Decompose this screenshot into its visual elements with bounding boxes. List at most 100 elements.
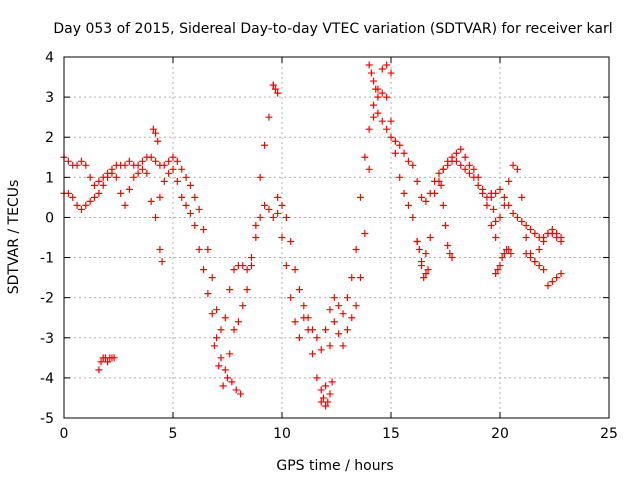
data-point [287, 294, 295, 302]
data-point [224, 374, 231, 382]
plot-border [63, 56, 610, 419]
data-point [374, 109, 382, 117]
x-axis-title: GPS time / hours [276, 458, 393, 474]
axis-ticks: 0 5 10 15 20 25 -5 -4 -3 -2 -1 0 1 2 3 4 [40, 50, 618, 442]
data-point [271, 85, 279, 93]
data-point [134, 161, 142, 169]
data-point [415, 246, 423, 254]
data-point [134, 169, 142, 177]
data-point [431, 189, 439, 197]
data-point [82, 201, 90, 209]
data-point [553, 229, 561, 237]
data-point [91, 181, 99, 189]
data-point [173, 177, 181, 185]
data-point [452, 157, 460, 165]
data-point [492, 217, 500, 225]
data-point [522, 250, 530, 258]
data-point [322, 326, 330, 334]
data-point [178, 193, 186, 201]
data-point [442, 221, 449, 229]
data-point [489, 205, 497, 213]
data-point [372, 85, 380, 93]
data-point [204, 290, 212, 298]
data-point [313, 374, 321, 382]
data-point [370, 101, 378, 109]
data-point [261, 141, 269, 149]
data-point [73, 161, 81, 169]
data-point [186, 209, 194, 217]
data-point [287, 238, 295, 246]
data-point [152, 157, 160, 165]
data-point [195, 246, 203, 254]
data-point [232, 386, 240, 394]
data-point [396, 173, 404, 181]
data-point [522, 234, 530, 241]
data-point [295, 286, 303, 294]
data-point [444, 242, 452, 250]
data-point [156, 193, 164, 201]
data-point [95, 366, 103, 374]
data-point [461, 165, 469, 173]
data-point [247, 262, 255, 270]
data-point [422, 270, 430, 278]
data-point [221, 314, 229, 322]
data-point [343, 294, 351, 302]
data-point [269, 81, 277, 89]
data-point [200, 266, 208, 274]
data-point [215, 362, 223, 370]
data-point [383, 93, 391, 101]
data-point [256, 213, 264, 221]
data-point [513, 213, 521, 221]
data-point [160, 161, 168, 169]
data-point [356, 193, 364, 201]
data-point [540, 266, 548, 274]
data-point [339, 342, 347, 350]
data-point [387, 117, 395, 125]
y-axis-title: SDTVAR / TECUs [6, 180, 22, 295]
data-point [274, 89, 282, 97]
data-point [219, 382, 227, 390]
data-point [261, 201, 269, 209]
data-point [326, 390, 334, 398]
y-tick-label: 4 [45, 50, 54, 66]
data-point [391, 137, 399, 145]
data-point [121, 161, 129, 169]
data-point [365, 125, 373, 133]
data-point [147, 197, 155, 205]
data-point [439, 201, 447, 209]
data-point [457, 145, 465, 153]
data-point [265, 205, 273, 213]
data-point [479, 185, 487, 193]
data-point [110, 354, 118, 362]
data-point [230, 326, 238, 334]
data-point [413, 177, 421, 185]
data-point [505, 177, 513, 185]
data-point [95, 189, 103, 197]
data-point [230, 266, 238, 274]
data-point [444, 157, 452, 165]
data-point [426, 234, 434, 241]
data-point [147, 153, 155, 161]
data-point [507, 250, 515, 258]
y-tick-label: 3 [45, 90, 54, 106]
data-point [213, 306, 221, 314]
data-point [291, 266, 299, 274]
data-point [160, 177, 168, 185]
data-point [391, 149, 399, 157]
data-point [483, 201, 491, 209]
data-point [505, 246, 513, 254]
data-point [64, 157, 72, 165]
data-point [461, 153, 469, 161]
data-point [509, 209, 517, 217]
data-point [152, 213, 160, 221]
data-point [548, 225, 556, 233]
data-point [309, 350, 317, 358]
data-point [540, 238, 548, 246]
data-point [531, 229, 539, 237]
data-point [494, 266, 502, 274]
data-point [535, 246, 543, 254]
data-point [413, 238, 421, 246]
x-tick-label: 5 [169, 426, 178, 442]
data-point [173, 157, 181, 165]
data-point [313, 334, 321, 342]
